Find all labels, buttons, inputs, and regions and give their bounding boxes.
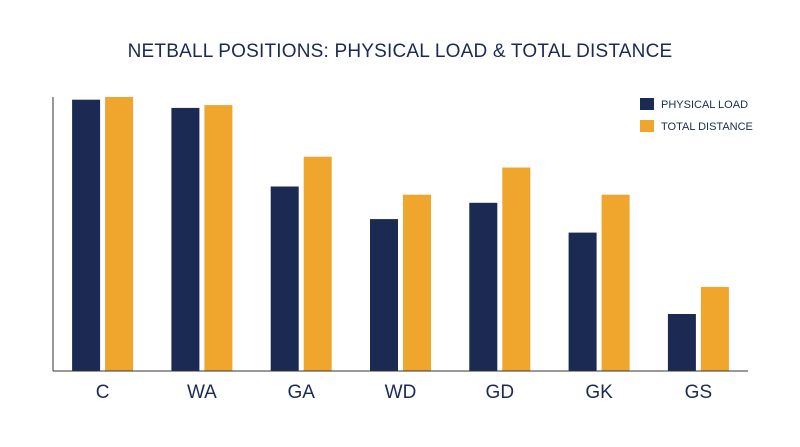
legend-swatch-total-distance: [640, 120, 654, 132]
legend: PHYSICAL LOAD TOTAL DISTANCE: [640, 98, 753, 133]
legend-label-total-distance: TOTAL DISTANCE: [661, 121, 753, 133]
category-labels: C WA GA WD GD GK GS: [96, 382, 712, 403]
x-tick-label-gk: GK: [585, 382, 613, 403]
bar-wd-total-distance: [403, 194, 431, 371]
x-tick-label-wa: WA: [187, 382, 217, 403]
bar-gd-physical-load: [469, 202, 498, 371]
x-tick-label-gd: GD: [486, 382, 515, 403]
legend-label-physical-load: PHYSICAL LOAD: [661, 99, 748, 111]
bars-group: [72, 97, 729, 372]
chart-title: NETBALL POSITIONS: PHYSICAL LOAD & TOTAL…: [128, 41, 673, 62]
bar-c-physical-load: [72, 99, 101, 371]
x-tick-label-c: C: [96, 382, 110, 403]
bar-gk-physical-load: [568, 232, 597, 371]
bar-gs-total-distance: [700, 286, 729, 371]
bar-ga-physical-load: [270, 186, 299, 371]
bar-wd-physical-load: [370, 219, 398, 371]
bar-gk-total-distance: [601, 194, 630, 371]
bar-gs-physical-load: [667, 314, 696, 371]
bar-c-total-distance: [105, 97, 134, 371]
bar-gd-total-distance: [502, 167, 531, 371]
x-tick-label-wd: WD: [385, 382, 417, 403]
bar-wa-physical-load: [171, 107, 200, 372]
x-tick-label-ga: GA: [287, 382, 315, 403]
bar-ga-total-distance: [303, 156, 332, 371]
bar-wa-total-distance: [204, 105, 233, 371]
legend-swatch-physical-load: [640, 98, 654, 110]
x-tick-label-gs: GS: [685, 382, 712, 403]
